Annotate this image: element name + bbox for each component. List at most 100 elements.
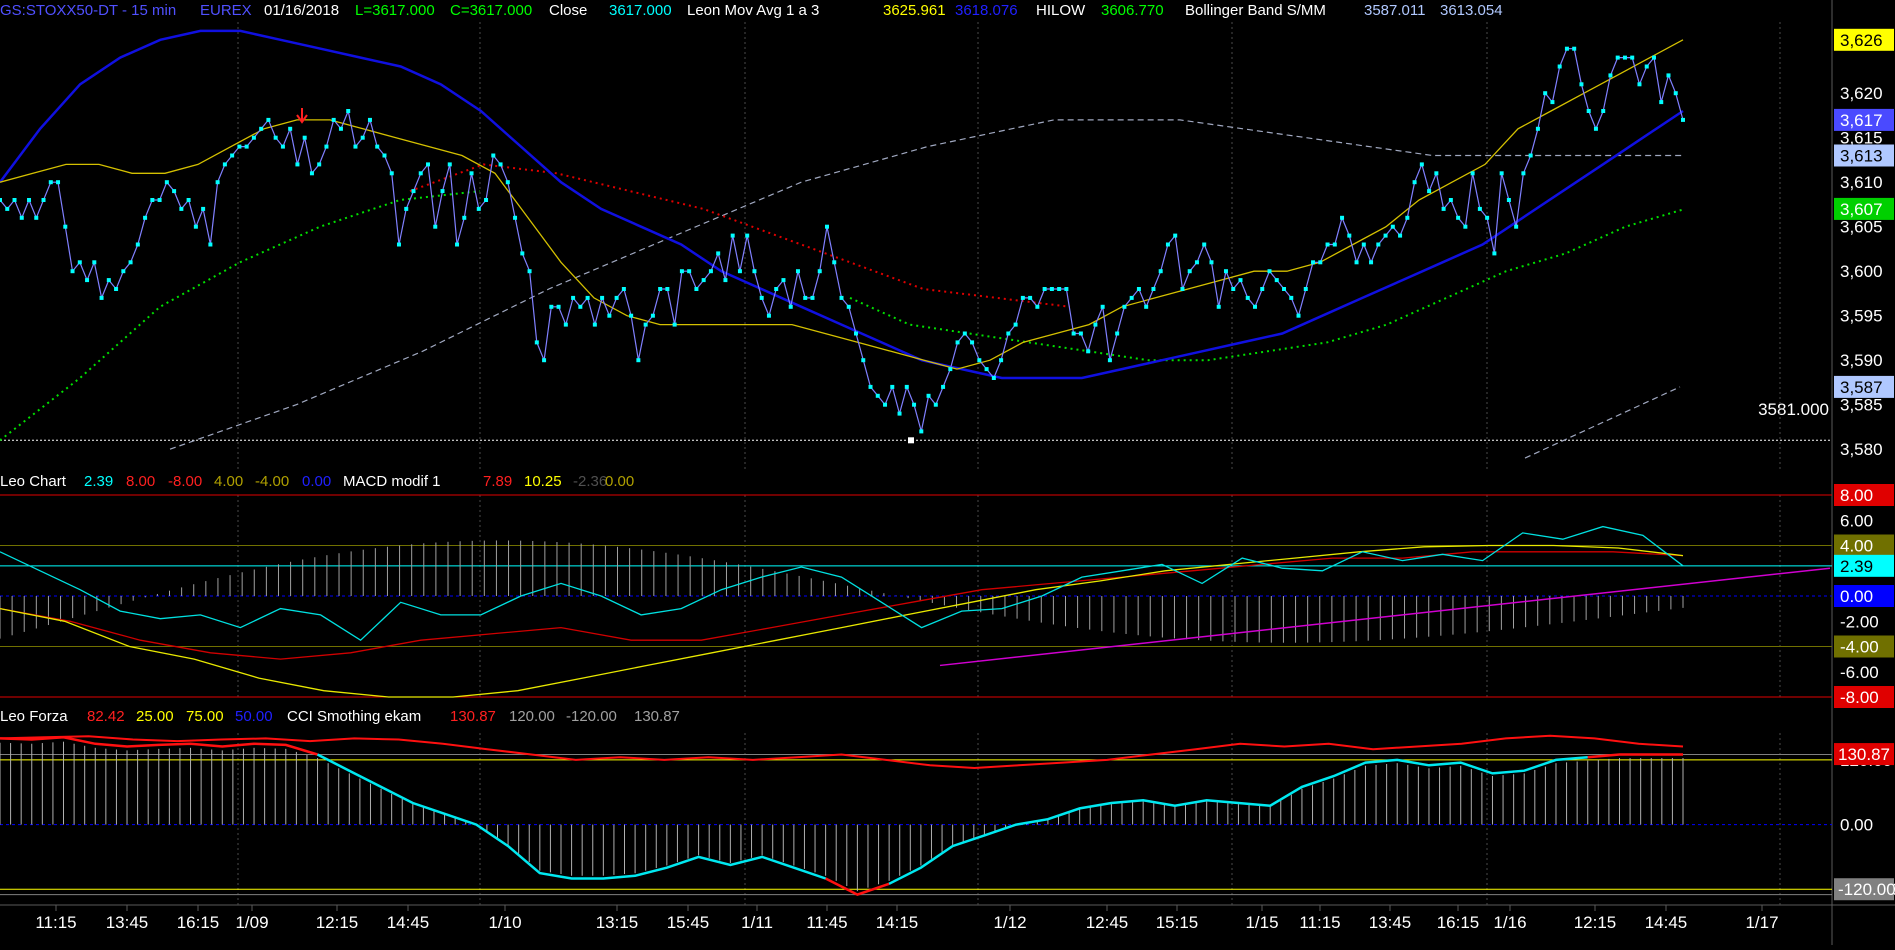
price-point <box>1013 322 1018 327</box>
panel2-badge-0 <box>1834 484 1894 506</box>
leo-chart-cyan-line <box>0 525 1684 642</box>
panel3-badge-label-1: -120.00 <box>1838 880 1895 899</box>
ma-yellow-line <box>0 39 1684 370</box>
price-point <box>600 295 605 300</box>
price-point <box>280 144 285 149</box>
price-point <box>259 126 264 131</box>
price-point <box>999 358 1004 363</box>
hilow-green-line-1 <box>0 190 481 442</box>
price-point <box>1303 287 1308 291</box>
panel2-tick-label: -2.00 <box>1840 612 1879 631</box>
bollinger-upper-line <box>169 119 1685 450</box>
header-ma-label: Leon Mov Avg 1 a 3 <box>687 2 819 19</box>
price-point <box>1325 242 1330 247</box>
price-point <box>288 126 293 131</box>
price-point <box>962 331 967 336</box>
price-point <box>1463 224 1468 229</box>
price-point <box>621 287 626 291</box>
price-point <box>295 162 300 167</box>
price-point <box>1165 242 1170 247</box>
header-exchange: EUREX <box>200 2 252 19</box>
price-point <box>665 287 670 291</box>
price-point <box>854 331 859 336</box>
price-point <box>513 215 518 220</box>
price-point <box>469 171 474 176</box>
price-point <box>774 287 779 291</box>
price-point <box>1535 126 1540 131</box>
header-low: L=3617.000 <box>355 2 435 19</box>
panel2-badge-label-0: 8.00 <box>1840 486 1873 505</box>
price-point <box>63 224 68 229</box>
price-point <box>157 198 162 202</box>
price-point <box>1369 260 1374 265</box>
header-hilow-val: 3606.770 <box>1101 2 1164 19</box>
cci-smoothing-line <box>0 734 1684 770</box>
price-point <box>251 135 256 140</box>
price-point <box>679 269 684 274</box>
price-tick-label: 3,595 <box>1840 307 1883 326</box>
header-ma-val2: 3618.076 <box>955 2 1018 19</box>
price-point <box>984 367 989 372</box>
price-point <box>1572 46 1577 51</box>
price-tick-label: 3,600 <box>1840 262 1883 281</box>
price-point <box>759 295 764 300</box>
panel2-badge-label-3: 0.00 <box>1840 587 1873 606</box>
time-axis-label: 1/11 <box>741 913 773 932</box>
price-point <box>56 180 61 185</box>
price-point <box>788 304 793 309</box>
hilow-red-line <box>409 163 1071 308</box>
panel2-badge-label-5: -8.00 <box>1840 688 1879 707</box>
price-point <box>498 162 503 167</box>
price-point <box>1354 260 1359 265</box>
price-badge-4 <box>1834 375 1894 398</box>
price-point <box>505 180 510 185</box>
price-point <box>1506 198 1511 202</box>
price-point <box>571 295 576 300</box>
price-point <box>1521 171 1526 176</box>
price-point <box>440 189 445 194</box>
header-close-label: Close <box>549 2 587 19</box>
panel3-c4: 130.87 <box>634 708 680 725</box>
price-point <box>433 224 438 229</box>
panel2-v5: -4.00 <box>255 473 289 490</box>
price-point <box>912 402 917 407</box>
time-axis-label: 13:45 <box>106 913 149 932</box>
panel2-macd-label: MACD modif 1 <box>343 473 441 490</box>
header-hilow-label: HILOW <box>1036 2 1086 19</box>
price-point <box>919 429 924 434</box>
panel3-v3: 75.00 <box>186 708 224 725</box>
header-close-value: 3617.000 <box>609 2 672 19</box>
price-badge-1 <box>1834 108 1894 131</box>
price-point <box>1499 171 1504 176</box>
price-point <box>701 278 706 283</box>
panel2-tick-label: -6.00 <box>1840 663 1879 682</box>
price-point <box>491 153 496 158</box>
price-point <box>331 117 336 122</box>
price-point <box>737 269 742 274</box>
time-axis-label: 16:15 <box>1437 913 1480 932</box>
price-point <box>1528 153 1533 158</box>
price-point <box>1398 233 1403 238</box>
time-axis-label: 15:45 <box>667 913 710 932</box>
price-point <box>135 242 140 247</box>
price-point <box>1579 82 1584 87</box>
price-point <box>1318 260 1323 265</box>
panel2-v2: 8.00 <box>126 473 155 490</box>
price-point <box>1651 55 1656 60</box>
panel2-badge-label-1: 4.00 <box>1840 537 1873 556</box>
price-badge-label-4: 3,587 <box>1840 378 1883 397</box>
header-ma-val1: 3625.961 <box>883 2 946 19</box>
ref-line-marker <box>908 437 914 444</box>
price-point <box>1245 295 1250 300</box>
price-point <box>1630 55 1635 60</box>
time-axis-label: 1/16 <box>1493 913 1526 932</box>
price-point <box>556 304 561 309</box>
price-point <box>650 313 655 318</box>
price-point <box>933 402 938 407</box>
leo-forza-line-segment <box>316 753 827 880</box>
price-point <box>563 322 568 327</box>
price-point <box>1376 242 1381 247</box>
price-tick-label: 3,580 <box>1840 440 1883 459</box>
